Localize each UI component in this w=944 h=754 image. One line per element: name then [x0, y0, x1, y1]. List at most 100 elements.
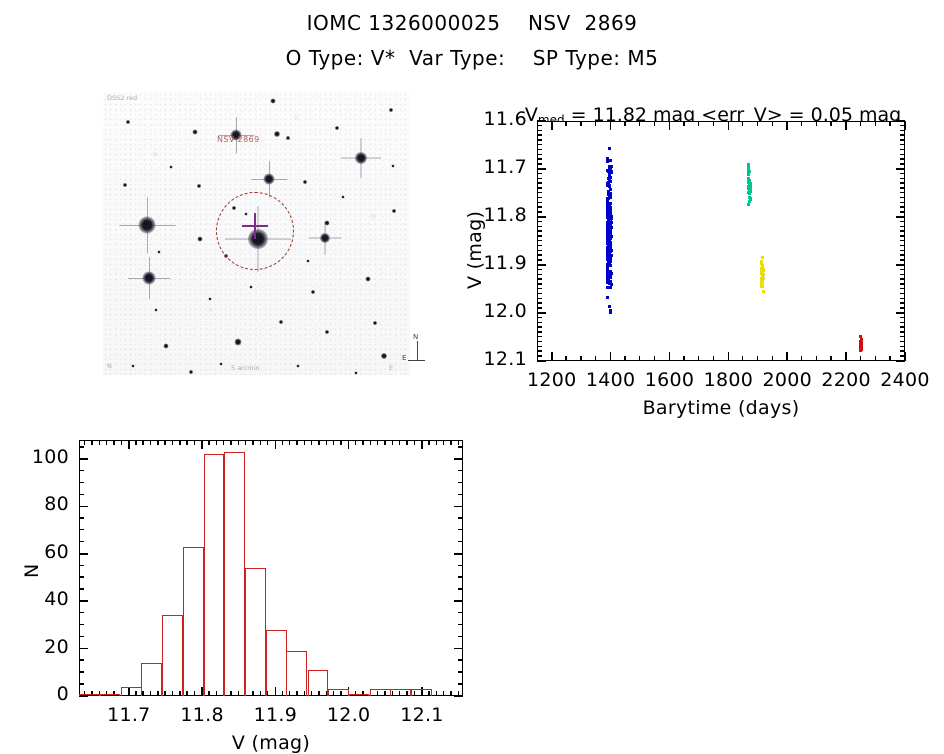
axis-tick: [697, 356, 700, 361]
data-point: [606, 262, 610, 266]
axis-tick: [900, 158, 905, 160]
axis-tick: [771, 356, 773, 361]
histogram-bar: [79, 693, 100, 696]
axis-tick: [79, 540, 84, 543]
axis-tick: [900, 177, 905, 179]
axis-tick: [83, 440, 86, 445]
data-point: [605, 183, 609, 187]
axis-tick: [454, 458, 463, 460]
data-point: [608, 310, 612, 314]
data-point: [747, 164, 751, 168]
data-point: [606, 177, 610, 181]
finder-east-label: E: [389, 364, 394, 372]
finder-chart[interactable]: NSV 2869 DSS2 red N 5 arcmin E: [103, 92, 410, 375]
star: [286, 136, 290, 140]
axis-tick: [391, 691, 394, 696]
axis-tick: [550, 352, 553, 361]
axis-tick: [454, 600, 463, 602]
axis-tick-label: 12.1: [483, 348, 527, 370]
axis-tick: [458, 517, 463, 519]
axis-tick: [333, 440, 335, 445]
axis-tick-label: 11.9: [253, 704, 298, 726]
data-point: [607, 241, 611, 245]
axis-tick: [458, 623, 463, 626]
histogram-bar: [328, 688, 349, 696]
histogram-plot-frame: [79, 440, 463, 696]
histogram-bar: [265, 629, 287, 696]
axis-tick: [384, 691, 386, 696]
star: [270, 98, 276, 104]
axis-tick: [157, 440, 159, 445]
axis-tick: [311, 440, 313, 445]
axis-tick: [537, 216, 546, 218]
star: [142, 271, 156, 285]
axis-tick: [362, 440, 364, 445]
axis-tick: [537, 292, 542, 295]
axis-tick: [874, 356, 876, 361]
axis-tick: [376, 440, 379, 445]
axis-tick: [458, 635, 463, 638]
axis-tick: [900, 235, 905, 237]
axis-tick: [550, 121, 553, 130]
axis-tick: [537, 196, 542, 199]
data-point: [747, 180, 751, 184]
data-point: [608, 226, 612, 230]
axis-tick: [435, 691, 437, 696]
axis-tick: [727, 352, 730, 361]
axis-tick: [384, 440, 386, 445]
target-circle-marker: [216, 192, 294, 270]
star: [249, 285, 253, 289]
axis-tick: [267, 691, 269, 696]
axis-tick-label: 11.7: [483, 156, 527, 178]
axis-tick: [91, 440, 93, 445]
star: [219, 362, 223, 366]
data-point: [608, 168, 612, 172]
axis-tick: [259, 440, 262, 445]
axis-tick-label: 2400: [880, 369, 930, 391]
axis-tick: [450, 691, 452, 696]
axis-tick-label: 11.7: [107, 704, 151, 726]
axis-tick: [171, 691, 174, 696]
axis-tick: [537, 259, 542, 261]
star: [341, 195, 345, 199]
lightcurve-plot-frame: [537, 121, 905, 361]
axis-tick: [458, 576, 463, 578]
axis-tick: [289, 691, 291, 696]
axis-tick-label: 12.0: [483, 300, 527, 322]
data-point: [609, 250, 613, 254]
data-point: [605, 235, 609, 239]
compass-east-label: E: [402, 354, 407, 362]
axis-tick-label: 1400: [585, 369, 636, 391]
data-point: [606, 207, 610, 211]
star: [296, 364, 300, 368]
axis-tick: [281, 691, 284, 696]
axis-tick: [537, 302, 542, 304]
axis-tick-label: 100: [31, 445, 69, 468]
axis-tick: [537, 316, 542, 319]
axis-tick: [105, 691, 108, 696]
data-point: [747, 199, 751, 203]
axis-tick: [340, 691, 342, 696]
axis-tick: [683, 356, 685, 361]
axis-tick: [325, 691, 328, 696]
axis-tick: [79, 659, 84, 661]
axis-tick: [580, 356, 582, 361]
compass-north-label: N: [413, 333, 419, 341]
histogram-bar: [183, 546, 204, 696]
data-point: [760, 265, 764, 269]
axis-tick: [900, 244, 905, 247]
data-point: [606, 215, 610, 219]
histogram-bar: [369, 688, 391, 696]
axis-tick: [900, 331, 905, 333]
data-point: [605, 156, 609, 160]
star: [373, 321, 377, 325]
axis-tick: [442, 440, 445, 445]
axis-tick: [267, 440, 269, 445]
star: [306, 259, 310, 263]
axis-tick: [900, 254, 905, 256]
data-point: [608, 158, 612, 162]
axis-tick: [79, 588, 84, 590]
axis-tick: [537, 297, 542, 299]
axis-tick: [79, 564, 84, 567]
axis-tick: [668, 121, 671, 130]
